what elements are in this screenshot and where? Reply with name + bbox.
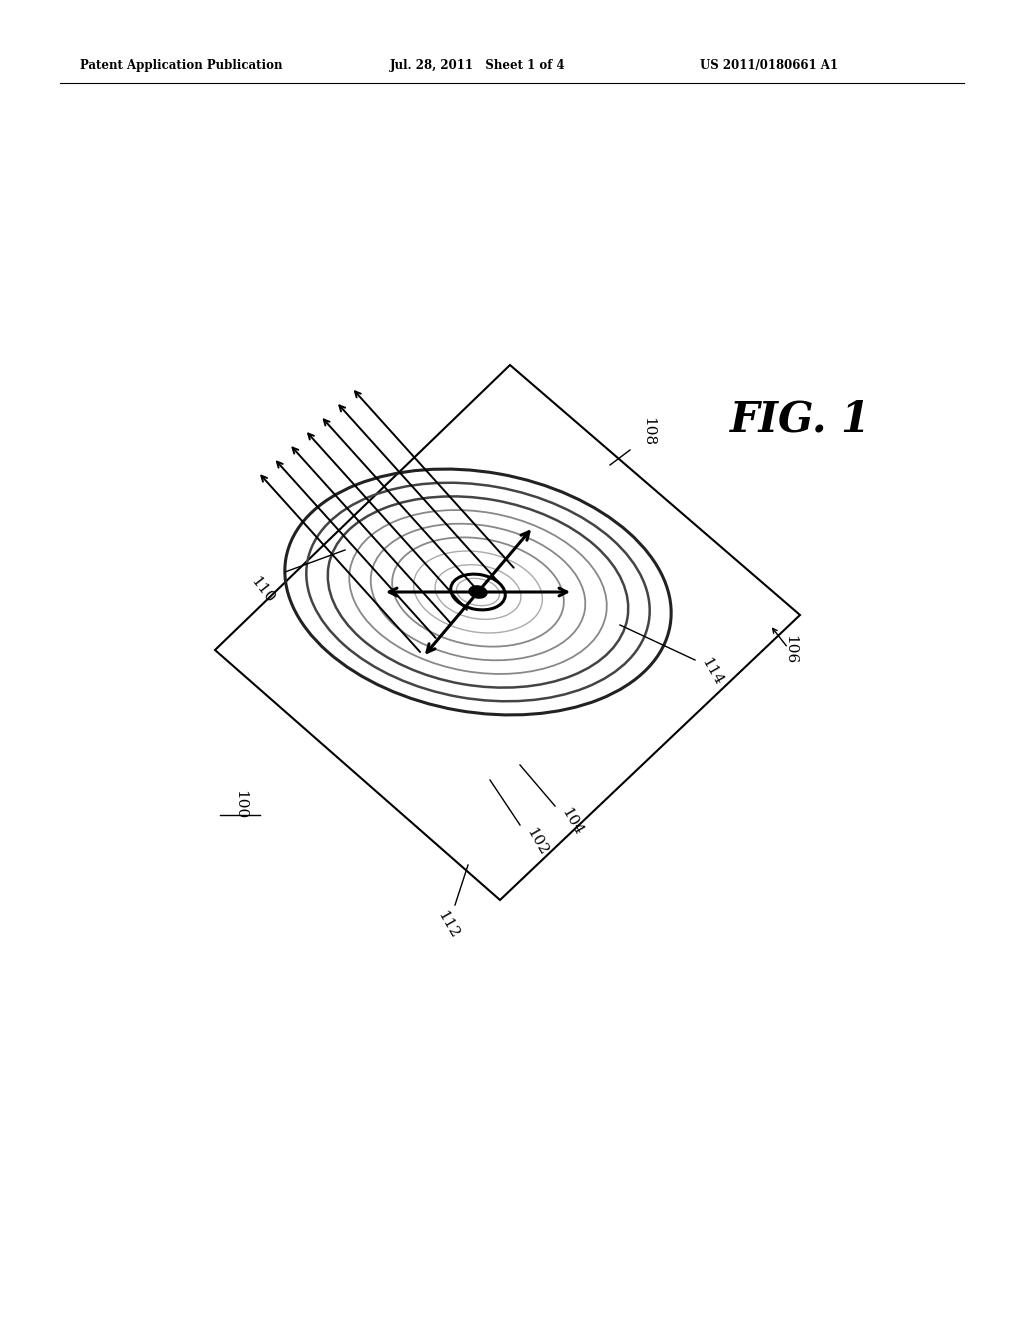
Text: 114: 114	[698, 656, 725, 688]
Text: 106: 106	[783, 635, 797, 665]
Ellipse shape	[469, 586, 487, 598]
Text: FIG. 1: FIG. 1	[729, 399, 870, 441]
Text: US 2011/0180661 A1: US 2011/0180661 A1	[700, 58, 838, 71]
Text: 104: 104	[559, 805, 586, 838]
Text: Patent Application Publication: Patent Application Publication	[80, 58, 283, 71]
Text: 100: 100	[233, 791, 247, 820]
Text: 112: 112	[434, 909, 462, 941]
Text: 102: 102	[523, 826, 550, 858]
Text: Jul. 28, 2011   Sheet 1 of 4: Jul. 28, 2011 Sheet 1 of 4	[390, 58, 565, 71]
Text: 110: 110	[248, 574, 276, 606]
Text: 108: 108	[641, 417, 655, 446]
